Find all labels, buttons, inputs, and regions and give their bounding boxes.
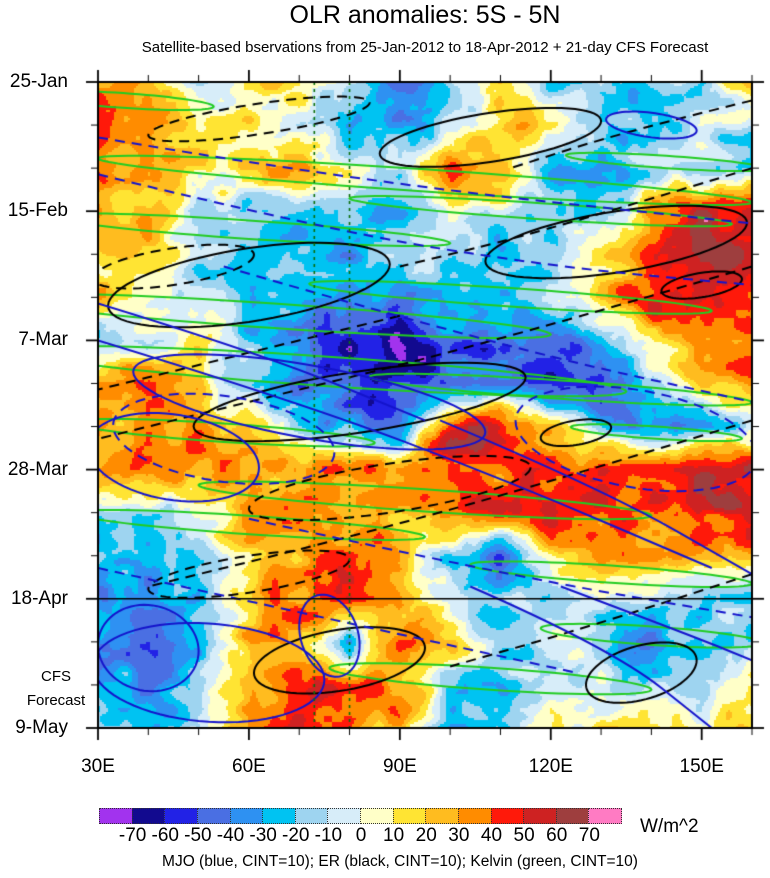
colorbar-tick-label: -30 (249, 825, 277, 846)
colorbar-tick-label: 70 (578, 825, 600, 846)
cfs-forecast-label: CFS Forecast (10, 665, 102, 713)
colorbar-cell (131, 808, 166, 824)
colorbar-tick-label: 40 (480, 825, 503, 846)
colorbar-tick-label: -20 (282, 825, 310, 846)
colorbar-tick-label: -50 (184, 825, 212, 846)
colorbar-tick-label: 20 (415, 825, 437, 846)
colorbar-units: W/m^2 (640, 816, 699, 837)
y-tick-label: 7-Mar (18, 329, 68, 351)
colorbar-cell (196, 808, 231, 824)
colorbar (99, 808, 622, 824)
colorbar-tick-label: 0 (355, 825, 367, 846)
y-tick-label: 18-Apr (10, 587, 68, 609)
x-tick-label: 90E (382, 756, 417, 777)
colorbar-cell (229, 808, 264, 824)
colorbar-cell (99, 808, 133, 824)
y-tick-label: 28-Mar (7, 458, 68, 480)
colorbar-cell (425, 808, 459, 824)
colorbar-tick-label: -60 (151, 825, 179, 846)
colorbar-cell (457, 808, 492, 824)
colorbar-cell (555, 808, 590, 824)
colorbar-tick-label: 60 (546, 825, 568, 846)
colorbar-cell (262, 808, 296, 824)
colorbar-cell (588, 808, 622, 824)
cfs-label-line2: Forecast (26, 692, 86, 709)
colorbar-cell (327, 808, 361, 824)
colorbar-cell (490, 808, 525, 824)
colorbar-tick-label: -70 (118, 825, 147, 846)
cfs-label-line1: CFS (41, 668, 71, 685)
y-tick-label: 15-Feb (7, 200, 68, 222)
colorbar-cell (164, 808, 198, 824)
x-tick-label: 30E (81, 756, 115, 777)
x-tick-label: 150E (679, 756, 724, 777)
colorbar-tick-label: 30 (448, 825, 470, 846)
x-tick-label: 60E (232, 756, 266, 777)
colorbar-tick-label: 50 (513, 825, 535, 846)
y-tick-label: 9-May (15, 717, 68, 738)
colorbar-cell (294, 808, 329, 824)
colorbar-cell (360, 808, 394, 824)
colorbar-cell (523, 808, 557, 824)
page-subtitle: Satellite-based bservations from 25-Jan-… (141, 39, 709, 56)
colorbar-tick-label: 10 (383, 825, 405, 846)
colorbar-tick-label: -10 (314, 825, 343, 846)
legend-caption: MJO (blue, CINT=10); ER (black, CINT=10)… (162, 853, 638, 870)
colorbar-cell (392, 808, 427, 824)
x-tick-label: 120E (528, 756, 573, 777)
page-title: OLR anomalies: 5S - 5N (289, 1, 561, 29)
y-tick-label: 25-Jan (9, 71, 68, 92)
colorbar-tick-label: -40 (216, 825, 245, 846)
